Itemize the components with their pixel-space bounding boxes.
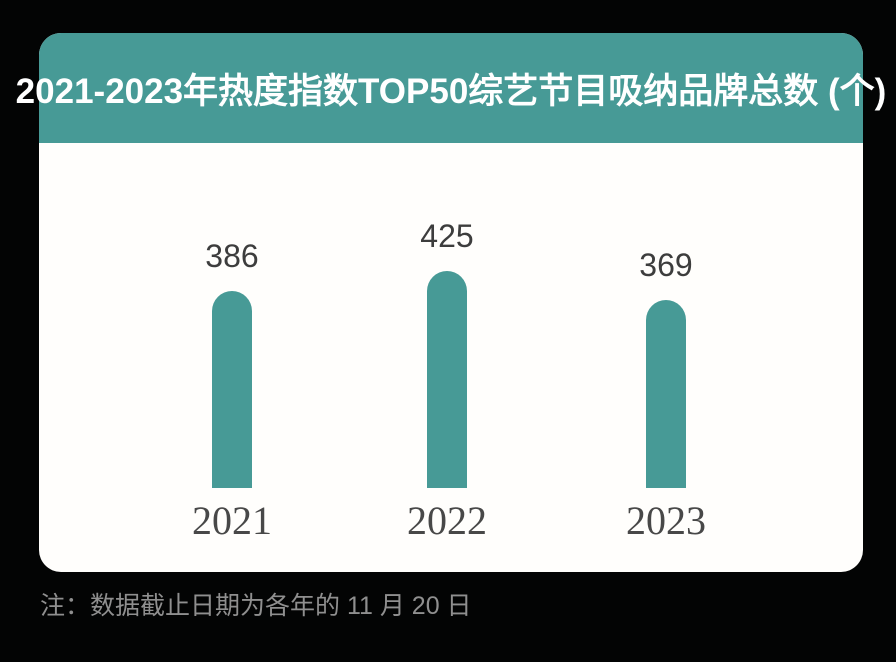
footnote: 注：数据截止日期为各年的 11 月 20 日 [40, 592, 472, 620]
category-label-2021: 2021 [192, 498, 272, 543]
bar-chart-plot-area: 386 2021 425 2022 369 2023 [39, 143, 863, 572]
bar-group-2023: 369 2023 [581, 247, 751, 541]
bar-2022 [427, 271, 467, 488]
bar-value-label-2022: 425 [420, 218, 474, 254]
chart-card: 2021-2023年热度指数TOP50综艺节目吸纳品牌总数 (个) 386 202… [16, 33, 886, 572]
bar-2023 [646, 300, 686, 488]
bar-value-label-2023: 369 [639, 247, 693, 283]
chart-title-bar: 2021-2023年热度指数TOP50综艺节目吸纳品牌总数 (个) [16, 33, 886, 143]
bar-2021 [212, 291, 252, 488]
bar-group-2021: 386 2021 [147, 238, 317, 541]
bar-value-label-2021: 386 [205, 238, 259, 274]
bar-group-2022: 425 2022 [362, 218, 532, 541]
category-label-2023: 2023 [626, 498, 706, 543]
category-label-2022: 2022 [407, 498, 487, 543]
chart-title: 2021-2023年热度指数TOP50综艺节目吸纳品牌总数 (个) [15, 71, 887, 111]
